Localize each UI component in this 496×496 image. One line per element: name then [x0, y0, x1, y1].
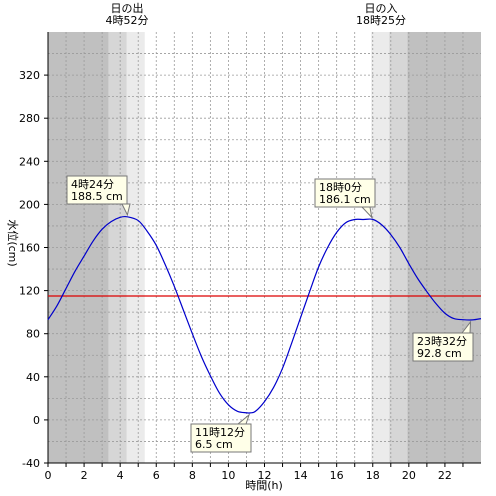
- x-tick-label: 16: [330, 469, 344, 482]
- callout-pointer: [121, 203, 131, 217]
- x-tick-label: 6: [153, 469, 160, 482]
- axes: -40 0 40 80 120 160 200 240 280 320 0 2 4 6 8 10 12 14 16 1…: [19, 32, 481, 482]
- x-tick-label: 22: [438, 469, 452, 482]
- x-tick-label: 10: [221, 469, 235, 482]
- callout-pointer: [360, 206, 373, 219]
- callout-pointer: [236, 413, 251, 425]
- x-tick-label: 0: [45, 469, 52, 482]
- y-tick-label: 200: [19, 198, 40, 211]
- y-tick-label: 120: [19, 285, 40, 298]
- sunrise-title: 日の出: [111, 1, 144, 15]
- callout-value: 6.5 cm: [195, 438, 233, 451]
- x-tick-label: 12: [258, 469, 272, 482]
- y-tick-label: 0: [33, 414, 40, 427]
- callout-box: [412, 332, 474, 362]
- night-band-morning: [48, 32, 109, 463]
- y-tick-label: 280: [19, 112, 40, 125]
- callout-time: 23時32分: [417, 335, 467, 348]
- y-tick-label: 40: [26, 371, 40, 384]
- callout-box: [314, 178, 376, 208]
- x-tick-label: 18: [366, 469, 380, 482]
- callout-time: 18時0分: [319, 181, 362, 194]
- callout-box: [190, 423, 252, 453]
- x-tick-label: 8: [189, 469, 196, 482]
- y-tick-label: 80: [26, 328, 40, 341]
- y-tick-label: 240: [19, 155, 40, 168]
- sunset-time: 18時25分: [356, 14, 406, 27]
- sunrise-time: 4時52分: [106, 14, 149, 27]
- callout-time: 4時24分: [71, 178, 114, 191]
- x-tick-label: 20: [402, 469, 416, 482]
- callout-value: 92.8 cm: [417, 347, 462, 360]
- x-tick-label: 4: [117, 469, 124, 482]
- x-tick-label: 14: [294, 469, 308, 482]
- grid: [48, 32, 481, 463]
- callout-value: 186.1 cm: [319, 193, 371, 206]
- tide-level-series-line: [47, 215, 482, 414]
- callout-pointer: [460, 320, 472, 334]
- x-axis-label: 時間(h): [245, 479, 283, 492]
- callout-time: 11時12分: [195, 426, 245, 439]
- series-layer: [47, 215, 482, 414]
- x-tick-label: 2: [81, 469, 88, 482]
- y-axis-label: 水位(cm): [6, 219, 20, 266]
- sunset-title: 日の入: [365, 2, 398, 15]
- y-tick-label: 320: [19, 69, 40, 82]
- y-tick-label: 160: [19, 242, 40, 255]
- callout-value: 188.5 cm: [71, 190, 123, 203]
- y-tick-label: -40: [22, 457, 40, 470]
